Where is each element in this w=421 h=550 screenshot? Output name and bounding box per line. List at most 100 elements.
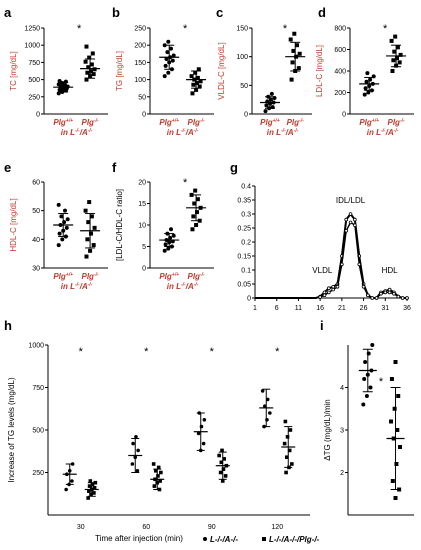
data-point-c (296, 66, 301, 71)
data-point-h (156, 474, 160, 478)
y-tick-label-i: 3 (340, 428, 344, 435)
panel-label-d: d (318, 5, 326, 20)
legend-label-2: L-/-/A-/-/Plg-/- (269, 535, 320, 544)
data-point-i (390, 479, 395, 483)
x-tick-label-g: 1 (253, 305, 257, 312)
data-point-a (89, 62, 94, 67)
data-point-a (63, 79, 68, 84)
data-point-i (361, 402, 366, 407)
y-tick-label-d: 400 (334, 69, 346, 76)
data-point-i (393, 360, 398, 364)
data-point-e (59, 214, 64, 219)
data-point-h (285, 455, 289, 459)
data-point-h (64, 487, 68, 492)
x-tick-label-h: 120 (271, 524, 283, 531)
group-label-background: in L-/-/A-/- (267, 128, 299, 137)
legend-marker-square (262, 537, 266, 541)
data-point-b (163, 63, 168, 68)
y-tick-label-d: 600 (334, 47, 346, 54)
data-point-h (284, 470, 288, 475)
data-point-h (88, 479, 93, 483)
data-point-b (166, 39, 171, 44)
series-point-g (331, 284, 335, 289)
y-tick-label-c: 150 (236, 26, 248, 33)
series-point-g (322, 290, 327, 295)
significance-star-f: * (183, 177, 188, 189)
x-tick-label-g: 31 (381, 305, 389, 312)
significance-star-a: * (77, 23, 82, 35)
group-label-plg-ko: Plg-/- (387, 118, 405, 127)
data-point-a (63, 83, 67, 88)
data-point-a (83, 59, 88, 64)
group-label-background: in L-/-/A-/- (167, 282, 199, 291)
data-point-f (163, 242, 168, 247)
data-point-h (199, 424, 204, 429)
data-point-d (366, 90, 371, 95)
data-point-h (217, 453, 221, 458)
data-point-e (86, 220, 91, 225)
data-point-b (162, 74, 167, 79)
series-point-g (331, 287, 335, 292)
data-point-e (88, 248, 93, 253)
data-point-a (91, 72, 96, 77)
y-tick-label-i: 4 (340, 385, 344, 392)
data-point-i (368, 385, 373, 390)
data-point-f (191, 214, 196, 219)
data-point-i (396, 394, 401, 398)
data-point-i (363, 360, 368, 364)
x-tick-label-h: 90 (208, 524, 216, 531)
significance-star-h: * (275, 346, 280, 358)
data-point-h (90, 482, 95, 487)
series-point-g (366, 293, 370, 298)
data-point-d (390, 69, 395, 73)
data-point-b (191, 82, 196, 87)
data-point-e (60, 237, 65, 242)
y-tick-label-b: 250 (134, 26, 146, 33)
y-axis-label-d: LDL-C [mg/dL] (315, 45, 324, 97)
y-tick-label-d: 800 (334, 26, 346, 33)
data-point-h (92, 486, 97, 490)
legend-marker-circle (203, 537, 207, 541)
data-point-e (62, 220, 67, 225)
data-point-a (87, 55, 92, 60)
data-point-h (202, 418, 207, 422)
data-point-i (398, 445, 403, 449)
data-point-d (365, 71, 370, 76)
series-point-g (344, 229, 349, 233)
x-tick-label-g: 36 (403, 305, 411, 312)
data-point-i (392, 406, 397, 411)
series-point-g (340, 262, 344, 267)
data-point-f (171, 233, 176, 238)
series-point-g (353, 217, 357, 222)
data-point-b (164, 56, 169, 61)
data-point-f (194, 223, 199, 227)
data-point-b (197, 84, 202, 89)
y-tick-label-e: 30 (32, 266, 40, 273)
y-axis-label-a: TC [mg/dL] (9, 51, 18, 91)
data-point-d (395, 45, 400, 50)
data-point-h (222, 457, 226, 461)
data-point-d (391, 58, 396, 63)
significance-star-c: * (283, 23, 288, 35)
y-tick-label-a: 1250 (24, 26, 40, 33)
data-point-h (196, 431, 201, 436)
y-tick-label-g: 0.2 (241, 240, 251, 247)
significance-star-d: * (383, 23, 388, 35)
data-point-h (290, 462, 294, 466)
data-point-h (285, 435, 290, 439)
y-tick-label-c: 50 (240, 83, 248, 90)
y-tick-label-g: 0.4 (241, 184, 251, 191)
panel-label-g: g (230, 160, 238, 175)
y-axis-label-b: TG [mg/dL] (115, 51, 124, 91)
y-tick-label-a: 500 (28, 77, 40, 84)
data-point-b (165, 50, 170, 55)
data-point-d (394, 56, 399, 61)
y-tick-label-b: 50 (138, 94, 146, 101)
data-point-h (219, 460, 224, 465)
y-tick-label-e: 40 (32, 237, 40, 244)
x-tick-label-h: 60 (142, 524, 150, 531)
data-point-e (57, 231, 62, 236)
y-tick-label-f: 15 (138, 201, 146, 208)
data-point-f (166, 246, 171, 251)
